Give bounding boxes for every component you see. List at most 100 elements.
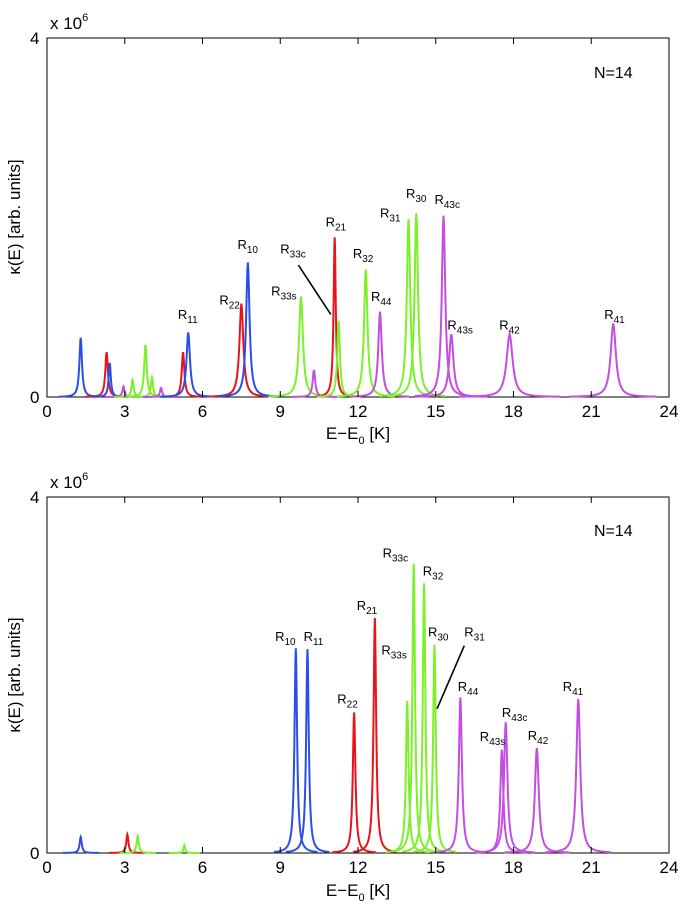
- peak-label-R22-top: R22: [219, 293, 240, 312]
- peak-curve-bottom-3: [168, 842, 200, 854]
- peak-curve-bottom-1: [109, 830, 146, 854]
- peak-curve-bottom-6: [332, 712, 376, 854]
- x-tick-label-bottom-8: 24: [660, 858, 679, 877]
- peak-label-R33s-top: R33s: [271, 284, 297, 303]
- peak-curve-bottom-10: [402, 583, 446, 853]
- x-tick-label-top-0: 0: [42, 402, 51, 421]
- x-axis-label-sub-bottom: 0: [358, 892, 364, 904]
- peak-label-R33c-top: R33c: [280, 241, 306, 260]
- peak-label-R22-bottom: R22: [337, 691, 358, 710]
- x-axis-label-main-bottom: E−E: [326, 881, 359, 900]
- peak-labels-bottom: R10 R11 R22 R21 R33s R33c R32 R30 R31 R44 R43s R43c…: [275, 546, 584, 748]
- peak-label-R42-bottom: R42: [528, 728, 549, 747]
- peak-curve-bottom-5: [285, 649, 330, 853]
- peak-label-R43s-bottom: R43s: [480, 729, 506, 748]
- peak-curve-bottom-12: [434, 697, 486, 854]
- bottom-panel: R10 R11 R22 R21 R33s R33c R32 R30 R31 R44 R43s R43c…: [5, 471, 678, 904]
- peak-label-R32-bottom: R32: [423, 563, 444, 582]
- peak-label-R11-top: R11: [178, 307, 198, 326]
- y-exponent-base-bottom: x 10: [50, 473, 82, 492]
- x-tick-label-top-5: 15: [426, 402, 445, 421]
- peak-curve-bottom-16: [545, 698, 612, 854]
- peak-labels-top: R10 R11 R22 R33s R33c R21 R32 R44 R31 R30 R43c R43s…: [178, 186, 625, 337]
- annotation-n-bottom: N=14: [594, 523, 633, 540]
- peak-label-R30-top: R30: [406, 186, 427, 205]
- x-tick-label-top-6: 18: [504, 402, 523, 421]
- peak-label-R32-top: R32: [353, 246, 374, 265]
- y-exponent-bottom: x 106: [50, 471, 88, 492]
- leader-lines-bottom: [436, 645, 465, 710]
- x-axis-label-bottom: E−E0 [K]: [326, 881, 390, 904]
- plot-frame-top: [46, 37, 670, 398]
- peak-label-R43s-top: R43s: [447, 318, 473, 337]
- peak-label-R10-bottom: R10: [275, 629, 296, 648]
- leader-lines-top: [297, 264, 332, 315]
- peak-curve-top-17: [350, 311, 410, 398]
- peak-label-R43c-bottom: R43c: [502, 705, 528, 724]
- x-tick-label-top-1: 3: [120, 402, 129, 421]
- y-exponent-top: x 106: [50, 12, 88, 33]
- peak-curve-bottom-14: [476, 722, 535, 854]
- x-tick-label-top-8: 24: [660, 402, 679, 421]
- x-tick-label-bottom-4: 12: [349, 858, 368, 877]
- peak-curve-top-23: [569, 323, 657, 398]
- peak-curve-bottom-9: [391, 563, 436, 853]
- top-panel: R10 R11 R22 R33s R33c R21 R32 R44 R31 R30 R43c R43s…: [5, 12, 678, 447]
- peak-curve-top-9: [159, 332, 218, 398]
- curves-top: [58, 212, 657, 398]
- y-tick-label-bottom-min: 0: [30, 844, 39, 863]
- curves-bottom: [62, 563, 612, 854]
- plot-frame-bottom: [46, 496, 670, 854]
- x-tick-label-top-7: 21: [582, 402, 601, 421]
- x-tick-label-bottom-0: 0: [42, 858, 51, 877]
- peak-curve-bottom-11: [412, 644, 457, 853]
- x-tick-label-bottom-3: 9: [276, 858, 285, 877]
- annotation-n-top: N=14: [594, 65, 633, 82]
- peak-label-R33c-bottom: R33c: [383, 546, 409, 565]
- x-axis-label-top: E−E0 [K]: [326, 424, 390, 447]
- y-exponent-power-top: 6: [82, 12, 88, 24]
- x-tick-label-top-4: 12: [349, 402, 368, 421]
- peak-label-R41-bottom: R41: [563, 679, 584, 698]
- leader-line-bottom-0: [436, 645, 465, 710]
- peak-curve-bottom-4: [273, 648, 318, 853]
- x-tick-label-top-2: 6: [198, 402, 207, 421]
- x-tick-label-top-3: 9: [276, 402, 285, 421]
- leader-line-top-0: [297, 264, 332, 315]
- x-tick-label-bottom-5: 15: [426, 858, 445, 877]
- x-tick-label-bottom-6: 18: [504, 858, 523, 877]
- peak-label-R41-top: R41: [604, 307, 625, 326]
- peak-label-R11-bottom: R11: [304, 629, 324, 648]
- y-tick-label-bottom-max: 4: [30, 488, 39, 507]
- peak-label-R44-bottom: R44: [458, 679, 479, 698]
- ticks-top: 0 3 6 9 12 15 18 21 24: [42, 38, 678, 421]
- peak-label-R33s-bottom: R33s: [381, 643, 407, 662]
- x-axis-label-main-top: E−E: [326, 424, 359, 443]
- y-exponent-base-top: x 10: [50, 14, 82, 33]
- peak-label-R30-bottom: R30: [428, 625, 449, 644]
- peak-label-R31-bottom: R31: [464, 625, 485, 644]
- x-tick-label-bottom-7: 21: [582, 858, 601, 877]
- peak-curve-bottom-2: [119, 833, 156, 854]
- peak-label-R42-top: R42: [499, 318, 520, 337]
- peak-label-R31-top: R31: [380, 206, 401, 225]
- ticks-bottom: 0 3 6 9 12 15 18 21 24: [42, 497, 678, 877]
- peak-curve-top-22: [458, 330, 561, 398]
- peak-label-R44-top: R44: [371, 289, 392, 308]
- x-tick-label-bottom-2: 6: [198, 858, 207, 877]
- y-exponent-power-bottom: 6: [82, 471, 88, 483]
- peak-label-R43c-top: R43c: [434, 192, 460, 211]
- peak-label-R10-top: R10: [237, 237, 258, 256]
- x-tick-label-bottom-1: 3: [120, 858, 129, 877]
- peak-curve-bottom-0: [62, 834, 99, 854]
- x-axis-label-unit-bottom: [K]: [365, 881, 391, 900]
- y-tick-label-top-max: 4: [30, 29, 39, 48]
- peak-curve-top-11: [218, 262, 277, 398]
- peak-label-R21-bottom: R21: [357, 598, 378, 617]
- x-axis-label-sub-top: 0: [358, 435, 364, 447]
- peak-label-R21-top: R21: [326, 214, 347, 233]
- peak-curve-top-13: [292, 369, 336, 398]
- peak-curve-bottom-7: [352, 618, 397, 853]
- x-axis-label-unit-top: [K]: [365, 424, 391, 443]
